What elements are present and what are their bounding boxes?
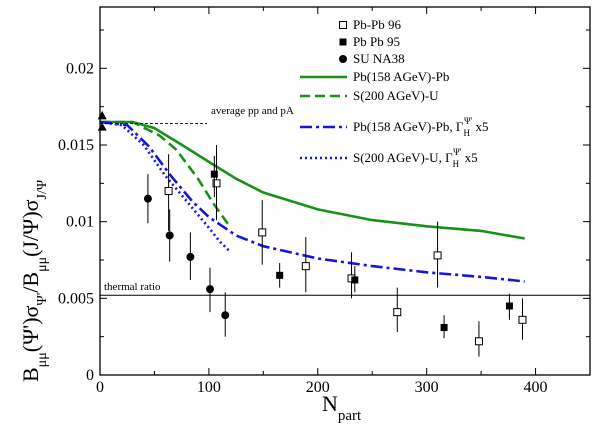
curve-solid [100,120,525,240]
point-filled-square [351,276,359,284]
point-open-square [164,187,173,195]
legend-marker-filled-square [339,38,347,46]
point-open-square [258,228,267,237]
y-axis-end-sub: J/Ψ [35,179,50,199]
y-tick-label: 0.005 [58,290,94,307]
x-tick-label: 400 [524,379,548,396]
curve-dashdot [99,120,525,283]
y-axis-b1: B [18,367,43,382]
x-axis-sub: part [338,408,362,424]
point-open-square [433,251,442,260]
y-axis-title: Bμμ(Ψ')σΨ'/Bμμ(J/Ψ)σJ/Ψ [18,179,50,382]
legend-label-sub: H [453,159,460,169]
curve-dash [100,120,230,226]
average-annotation: average pp and pA [211,105,294,117]
y-axis-end: (J/Ψ)σ [18,199,43,257]
thermal-annotation: thermal ratio [104,281,161,293]
y-tick-label: 0 [86,367,94,384]
legend-marker-open-square [339,21,347,29]
legend-marker-filled-circle [339,55,347,63]
legend-label: S(200 AGeV)-U, ΓH Ψ' x5 [353,147,478,169]
legend-label: Pb Pb 95 [353,34,400,49]
y-tick-label: 0.01 [66,214,94,231]
legend-label: Pb-Pb 96 [353,17,402,32]
y-axis-b1-sub: μμ [35,352,50,367]
y-axis-slash: /B [18,272,43,293]
legend: Pb-Pb 96 Pb Pb 95 SU NA38 Pb(158 AGeV)-Pb S(… [300,17,488,169]
point-filled-circle [221,311,230,320]
point-filled-circle [143,194,152,203]
legend-label-sub: H [463,128,470,138]
y-axis-mid: (Ψ')σ [18,305,43,352]
point-filled-circle [186,252,195,261]
reference-lines [100,123,590,296]
x-tick-label: 200 [306,379,330,396]
point-filled-circle [165,231,174,240]
plot-frame [99,6,591,376]
ticks: 0 100 200 300 400 0 0.005 0.01 0.015 0.02 [58,7,590,396]
legend-label: S(200 AGeV)-U [353,88,439,103]
point-filled-square [440,323,448,331]
point-open-square [518,315,527,324]
point-filled-square [276,271,284,279]
axes [99,6,591,376]
legend-label: Pb(158 AGeV)-Pb [353,69,449,84]
x-axis-title: Npart [322,391,362,424]
point-open-square [393,308,402,317]
point-open-square [301,262,310,271]
point-open-square [212,179,221,188]
x-axis-main: N [322,391,338,416]
x-tick-label: 100 [197,379,221,396]
point-filled-square [210,170,218,178]
y-tick-label: 0.015 [58,137,94,154]
x-tick-label: 300 [415,379,439,396]
legend-label-tail: x5 [461,150,477,165]
data-points [97,110,527,357]
y-axis-b2-sub: μμ [35,257,50,272]
point-filled-square [505,302,513,310]
legend-label-main: Pb(158 AGeV)-Pb, Γ [353,119,464,134]
plot-lines [99,120,525,283]
legend-label: Pb(158 AGeV)-Pb, ΓH Ψ' x5 [353,116,488,138]
point-filled-circle [205,285,214,294]
x-tick-label: 0 [96,379,104,396]
legend-label-sup: Ψ' [453,147,462,157]
y-tick-label: 0.02 [66,60,94,77]
y-axis-mid-sub: Ψ' [35,293,50,306]
legend-label-tail: x5 [472,119,488,134]
legend-label-main: S(200 AGeV)-U, Γ [353,150,453,165]
point-open-square [474,337,483,346]
legend-label-sup: Ψ' [464,116,473,126]
reference-triangle [97,110,107,120]
legend-label: SU NA38 [353,51,405,66]
curve-dot [99,120,232,254]
